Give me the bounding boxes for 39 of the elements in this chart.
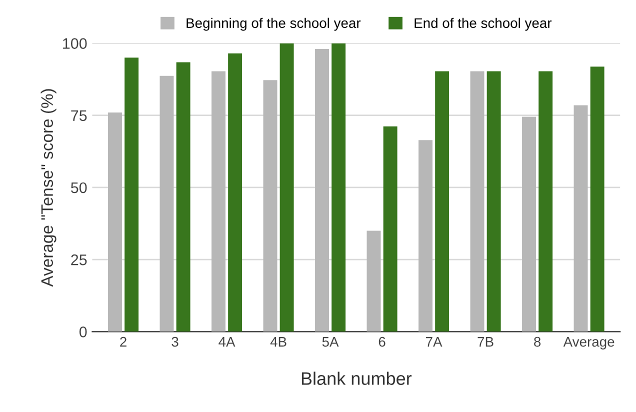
bar <box>176 62 190 332</box>
bar <box>108 112 122 332</box>
x-tick-label: Average <box>563 337 614 350</box>
legend-label: End of the school year <box>414 18 552 31</box>
y-tick-label: 25 <box>71 254 87 266</box>
y-axis-title: Average "Tense" score (%) <box>40 89 56 287</box>
bar <box>383 126 398 332</box>
bar <box>332 43 346 332</box>
bar <box>590 66 604 332</box>
bar <box>263 80 278 332</box>
bar <box>315 49 329 332</box>
bar <box>124 58 139 332</box>
x-axis-title: Blank number <box>302 372 412 385</box>
x-tick-label: 4A <box>218 337 236 347</box>
legend-label: Beginning of the school year <box>186 18 361 31</box>
bar <box>574 105 588 332</box>
bar <box>212 71 226 332</box>
y-tick-label: 75 <box>71 110 87 122</box>
bar <box>160 76 174 332</box>
y-tick-label: 100 <box>63 38 87 49</box>
bar <box>486 71 501 332</box>
bar <box>228 53 242 332</box>
x-tick-label: 2 <box>120 336 126 347</box>
bar <box>470 71 484 332</box>
y-tick-label: 0 <box>79 326 87 338</box>
x-tick-label: 6 <box>378 336 386 347</box>
x-tick-label: 7B <box>478 337 494 347</box>
x-tick-label: 3 <box>172 336 178 347</box>
bar <box>366 230 381 332</box>
bar <box>418 140 432 332</box>
bar <box>435 71 450 332</box>
x-tick-label: 4B <box>270 337 286 347</box>
x-tick-label: 8 <box>534 336 541 347</box>
bar <box>538 71 553 332</box>
y-tick-label: 50 <box>70 182 87 194</box>
x-tick-label: 5A <box>322 337 339 347</box>
x-tick-label: 7A <box>426 337 442 347</box>
bar <box>522 116 536 332</box>
bar <box>280 43 294 332</box>
